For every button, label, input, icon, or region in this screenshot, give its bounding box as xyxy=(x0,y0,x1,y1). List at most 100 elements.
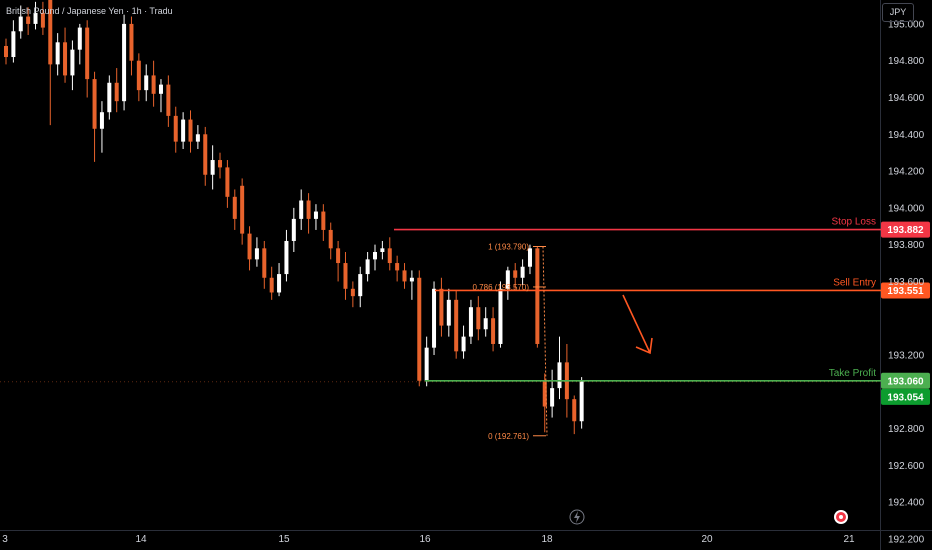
level-sell-entry: Sell Entry 193.551 xyxy=(435,277,930,299)
price-tick-label: 194.000 xyxy=(888,203,925,214)
candle-body xyxy=(358,274,363,297)
candle-body xyxy=(306,200,311,219)
candle xyxy=(542,373,547,433)
level-take-profit: Take Profit 193.060 xyxy=(425,368,930,389)
candle-body xyxy=(336,248,341,264)
candle xyxy=(247,226,252,271)
candle xyxy=(498,281,503,348)
candle xyxy=(468,299,473,344)
candle-body xyxy=(85,27,90,80)
candle-body xyxy=(432,288,437,348)
candle xyxy=(306,193,311,234)
level-price-label: 193.551 xyxy=(887,286,924,297)
candle xyxy=(417,270,422,387)
candle-body xyxy=(63,42,68,76)
candle xyxy=(77,23,82,65)
candle xyxy=(166,75,171,127)
candle-body xyxy=(92,79,97,129)
candle-body xyxy=(321,211,326,230)
candle xyxy=(572,395,577,435)
candle xyxy=(409,270,414,300)
time-tick-label: 3 xyxy=(2,534,8,545)
candle xyxy=(513,263,518,289)
candle xyxy=(520,259,525,286)
candle-body xyxy=(11,31,16,58)
candle xyxy=(365,252,370,282)
candle xyxy=(18,5,23,39)
candle xyxy=(151,60,156,107)
candle xyxy=(210,145,215,190)
candle-body xyxy=(136,60,141,91)
level-label: Take Profit xyxy=(829,368,876,379)
record-icon[interactable] xyxy=(834,510,848,524)
time-tick-label: 14 xyxy=(135,534,147,545)
candle-body xyxy=(395,263,400,271)
candle-body xyxy=(491,318,496,344)
candle-body xyxy=(195,134,200,142)
candle xyxy=(203,126,208,186)
candle-body xyxy=(313,211,318,219)
candle xyxy=(291,207,296,253)
symbol-title: British Pound / Japanese Yen · 1h · Trad… xyxy=(6,6,173,16)
price-tick-label: 194.800 xyxy=(888,56,925,67)
candle xyxy=(321,204,326,241)
candle-body xyxy=(291,218,296,241)
candle xyxy=(446,288,451,337)
currency-button[interactable]: JPY xyxy=(882,3,914,22)
candle-body xyxy=(402,270,407,282)
candle-body xyxy=(284,240,289,275)
candle xyxy=(380,240,385,260)
candle-body xyxy=(254,248,259,260)
trade-levels: Stop Loss 193.882 Sell Entry 193.551 Take Pr… xyxy=(0,217,930,405)
candle xyxy=(461,325,466,359)
candle-body xyxy=(166,84,171,116)
level-price-label: 193.060 xyxy=(887,376,924,387)
candle-body xyxy=(476,307,481,330)
candle-body xyxy=(446,299,451,326)
candle xyxy=(92,71,97,162)
candle xyxy=(424,336,429,387)
candle-body xyxy=(468,307,473,337)
candle xyxy=(122,14,127,111)
price-tick-label: 193.200 xyxy=(888,351,925,362)
lightning-icon[interactable] xyxy=(569,509,585,525)
candle xyxy=(85,20,90,98)
candle xyxy=(299,189,304,230)
time-tick-label: 16 xyxy=(419,534,431,545)
candle-body xyxy=(247,233,252,260)
candle xyxy=(343,252,348,300)
candle xyxy=(535,246,540,348)
candle xyxy=(70,40,75,91)
candle xyxy=(40,1,45,35)
candle xyxy=(254,237,259,267)
candle-body xyxy=(144,75,149,91)
candle-body xyxy=(114,82,119,102)
candle-body xyxy=(513,270,518,278)
candle-body xyxy=(99,112,104,129)
candle xyxy=(195,125,200,149)
candle xyxy=(328,222,333,260)
candle xyxy=(284,229,289,282)
time-axis[interactable]: 3 14 15 16 18 20 21 xyxy=(2,534,855,545)
candle xyxy=(4,38,8,65)
candle xyxy=(158,79,163,113)
candle xyxy=(336,240,341,282)
candle xyxy=(454,290,459,359)
fib-level-label: 0.786 (193.570) xyxy=(473,283,530,292)
candle xyxy=(114,68,119,113)
candle xyxy=(387,237,392,271)
candle xyxy=(395,255,400,282)
candle-body xyxy=(461,336,466,352)
candle-body xyxy=(70,49,75,76)
candle-body xyxy=(33,12,38,24)
candle xyxy=(129,16,134,76)
time-tick-label: 15 xyxy=(278,534,290,545)
candle xyxy=(432,281,437,356)
candle xyxy=(505,266,510,300)
candle-body xyxy=(550,388,555,407)
candle xyxy=(262,240,267,289)
candle-body xyxy=(535,248,540,344)
price-tick-label: 192.400 xyxy=(888,498,925,509)
price-axis[interactable]: 195.000 194.800 194.600 194.400 194.200 194.0… xyxy=(888,19,925,545)
